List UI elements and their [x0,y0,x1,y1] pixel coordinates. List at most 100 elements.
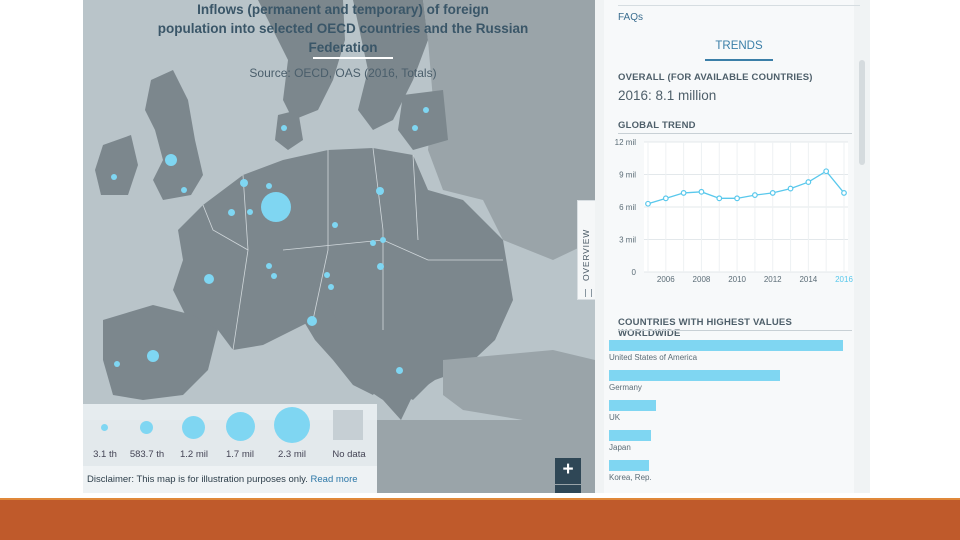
country-bubble[interactable] [165,154,177,166]
y-tick-label: 0 [632,268,637,277]
global-trend-title: GLOBAL TREND [618,120,696,131]
legend-label-6: No data [332,449,366,460]
x-tick-label: 2008 [693,275,711,284]
country-bubble[interactable] [227,208,235,216]
y-tick-label: 12 mil [615,138,637,147]
trend-point[interactable] [645,200,651,207]
slide-footer-bar [0,500,960,540]
country-bubble[interactable] [324,272,330,278]
legend-circle-4 [226,412,255,441]
tab-trends[interactable]: TRENDS [715,40,763,52]
faqs-link[interactable]: FAQs [618,12,644,23]
trend-point[interactable] [805,179,812,185]
trend-point[interactable] [841,190,847,196]
country-bubble[interactable] [266,183,272,189]
grip-icon [585,289,592,297]
trend-point[interactable] [698,188,705,195]
tab-trends-underline [705,59,773,61]
legend-label-3: 1.2 mil [180,449,208,460]
country-bubble[interactable] [147,350,159,362]
top-countries-rule [618,330,852,331]
legend-circle-5 [274,407,310,443]
country-bubble[interactable] [261,192,291,222]
country-bar [609,340,843,351]
country-bubble[interactable] [181,187,187,193]
zoom-out-button[interactable] [555,485,581,493]
legend-circle-2 [140,421,153,434]
country-bubble[interactable] [281,125,287,131]
country-bubble[interactable] [111,174,117,180]
global-trend-rule [618,133,852,134]
zoom-in-button[interactable]: + [555,458,581,484]
country-bubble[interactable] [423,107,429,113]
trend-point[interactable] [752,192,758,198]
trend-point[interactable] [662,195,669,202]
map-title-line-3: Federation [308,40,378,55]
x-tick-label: 2016 [835,275,853,284]
trend-point[interactable] [680,190,687,196]
country-bubble[interactable] [395,366,403,374]
faq-divider [618,5,860,6]
map-title: Inflows (permanent and temporary) of for… [133,0,553,57]
x-tick-label: 2014 [799,275,817,284]
panel-scrollbar[interactable] [859,60,865,165]
legend-label-5: 2.3 mil [278,449,306,460]
country-bar-label: United States of America [609,353,698,362]
map-title-line-2: population into selected OECD countries … [157,21,529,36]
legend-circle-3 [182,416,205,439]
country-bubble[interactable] [332,222,338,228]
trend-point[interactable] [823,168,830,175]
map-legend: 3.1 th 583.7 th 1.2 mil 1.7 mil 2.3 mil … [83,404,377,466]
x-tick-label: 2012 [764,275,782,284]
y-tick-label: 3 mil [619,236,636,245]
country-bar-label: UK [609,413,621,422]
country-bubble[interactable] [114,361,120,367]
slide-bottom-strip [0,493,960,500]
country-bubble[interactable] [266,263,272,269]
title-underline [313,57,393,59]
overview-tab-label: OVERVIEW [581,228,591,281]
trend-point[interactable] [734,195,740,202]
country-bubble[interactable] [412,125,418,131]
map-source: Source: OECD, OAS (2016, Totals) [249,66,437,80]
legend-label-1: 3.1 th [93,449,117,460]
country-bar [609,370,780,381]
trend-point[interactable] [716,195,723,202]
disclaimer: Disclaimer: This map is for illustration… [83,466,377,493]
country-bubble[interactable] [380,237,386,243]
y-tick-label: 9 mil [619,171,636,180]
legend-no-data-swatch [333,410,363,440]
country-bubble[interactable] [247,209,253,215]
legend-circle-1 [101,424,108,431]
top-countries-title: COUNTRIES WITH HIGHEST VALUES WORLDWIDE [618,317,792,339]
country-bar-label: Korea, Rep. [609,473,652,482]
country-bar-label: Germany [609,383,642,392]
read-more-link[interactable]: Read more [310,474,358,485]
legend-label-2: 583.7 th [129,449,165,460]
slide-accent-line [0,498,960,500]
country-bar [609,430,651,441]
map-view[interactable]: Inflows (permanent and temporary) of for… [83,0,595,493]
overview-tab[interactable]: OVERVIEW [577,200,595,300]
country-bubble[interactable] [376,262,384,270]
country-bubble[interactable] [328,284,334,290]
overall-title: OVERALL (FOR AVAILABLE COUNTRIES) [618,72,813,83]
country-bar [609,400,656,411]
country-bubble[interactable] [370,240,376,246]
side-panel: FAQs TRENDS OVERALL (FOR AVAILABLE COUNT… [595,0,870,493]
global-trend-chart[interactable]: 0 3 mil 6 mil 9 mil 12 mil 2006 2008 2010 2012 20… [604,130,854,290]
legend-label-4: 1.7 mil [226,449,254,460]
country-bubble[interactable] [307,316,317,326]
trend-line [647,170,845,205]
map-title-line-1: Inflows (permanent and temporary) of for… [197,2,489,17]
trend-point[interactable] [787,185,794,192]
country-bubble[interactable] [376,187,384,195]
app-frame: Inflows (permanent and temporary) of for… [83,0,870,493]
disclaimer-text: Disclaimer: This map is for illustration… [87,474,308,485]
trend-point[interactable] [769,190,776,196]
x-tick-label: 2006 [657,275,675,284]
overall-value: 2016: 8.1 million [618,88,717,103]
country-bubble[interactable] [204,274,214,284]
country-bubble[interactable] [240,179,248,187]
country-bubble[interactable] [271,273,277,279]
